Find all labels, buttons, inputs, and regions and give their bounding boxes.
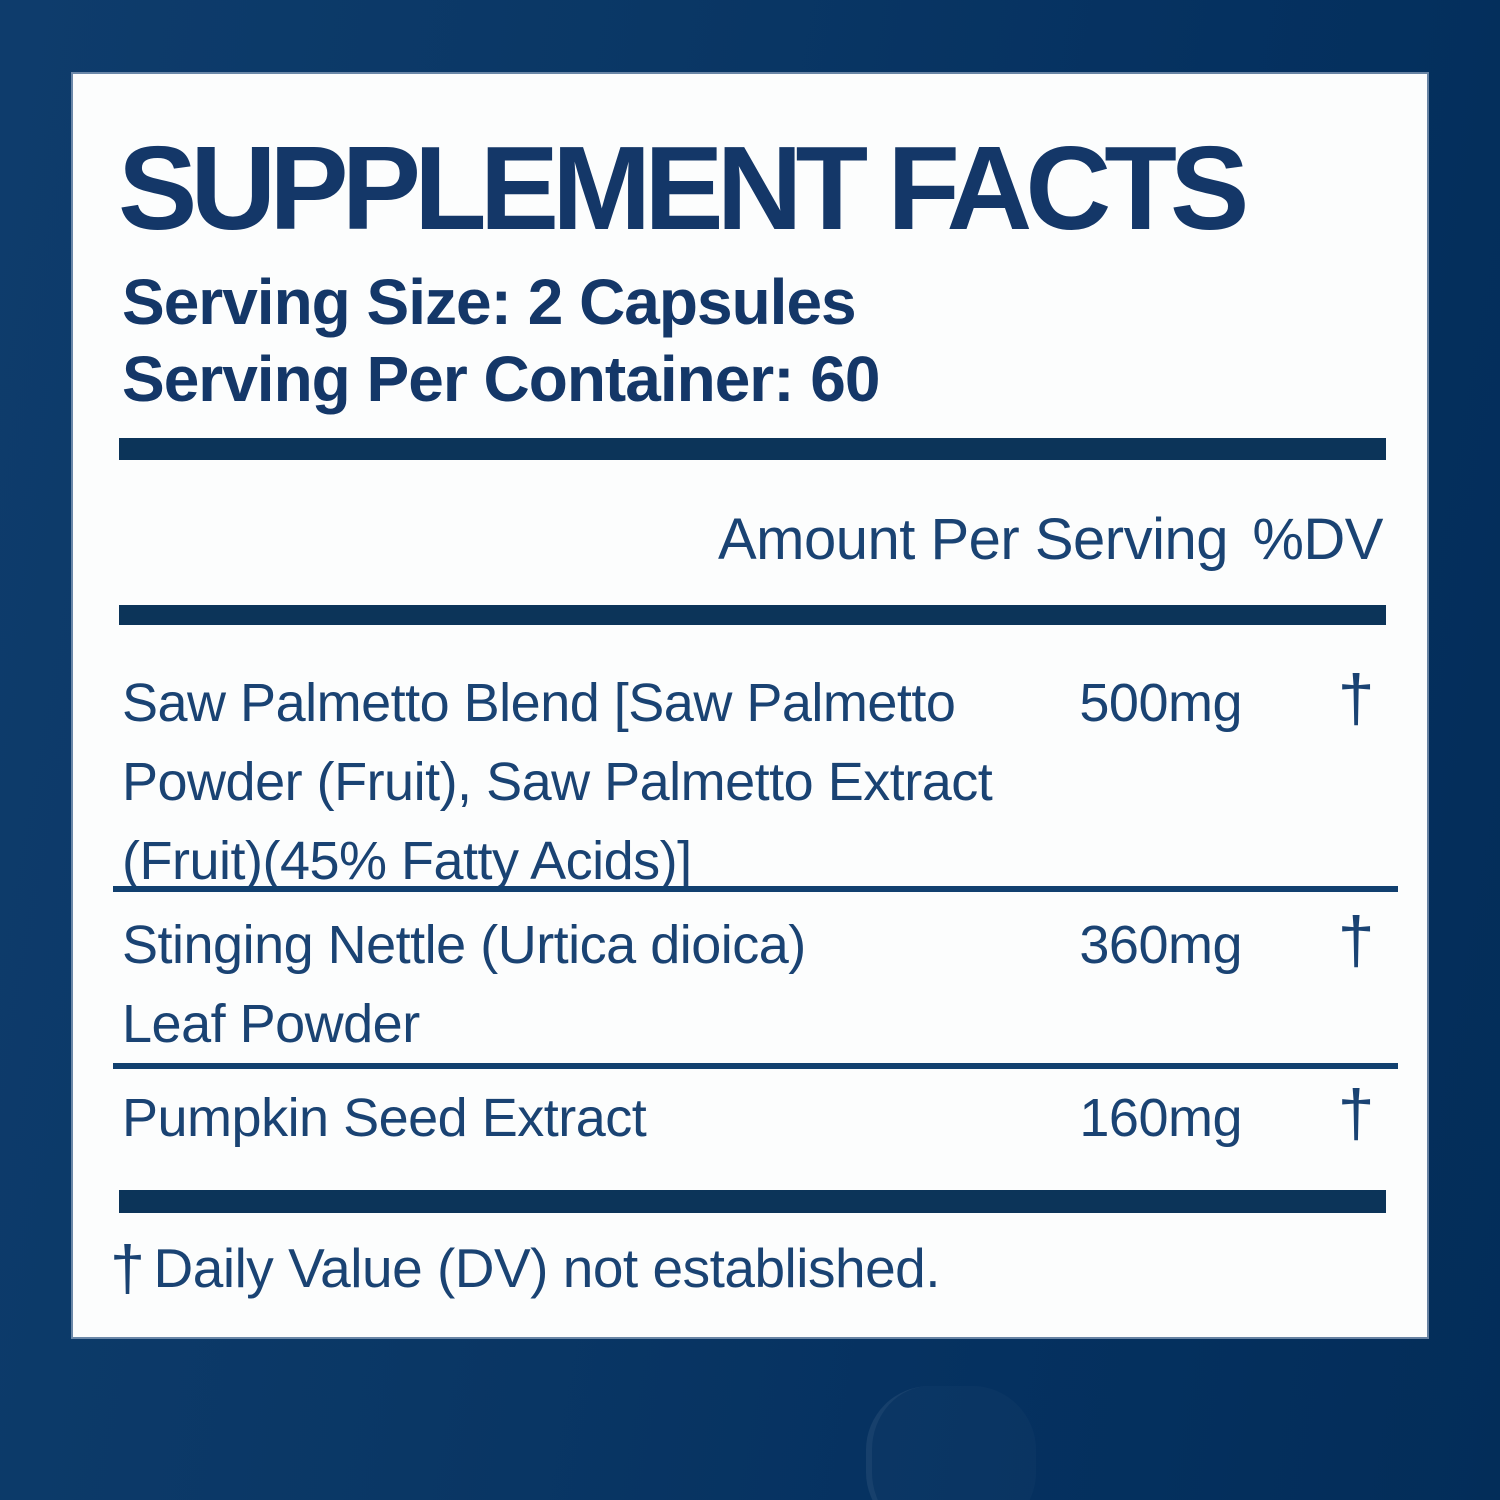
row-divider-1 (113, 886, 1398, 892)
ingredient-amount: 500mg (1079, 673, 1242, 733)
panel-title: SUPPLEMENT FACTS (118, 122, 1249, 255)
separator-bar-bottom (119, 1190, 1386, 1213)
supplement-facts-panel: SUPPLEMENT FACTS Serving Size: 2 Capsule… (71, 72, 1429, 1339)
ingredient-row-pumpkin-seed: Pumpkin Seed Extract 160mg † (122, 1076, 1398, 1161)
dagger-symbol: † (1337, 661, 1375, 735)
dagger-symbol: † (1337, 903, 1375, 977)
footnote-dagger-symbol: † (110, 1234, 145, 1304)
ingredient-name: Saw Palmetto Blend [Saw Palmetto Powder (… (122, 673, 993, 891)
separator-bar-header (119, 605, 1386, 625)
capsule-watermark (866, 1386, 1036, 1500)
row-divider-2 (113, 1063, 1398, 1069)
ingredient-name: Pumpkin Seed Extract (122, 1088, 647, 1148)
ingredient-row-stinging-nettle: Stinging Nettle (Urtica dioica) Leaf Powd… (122, 903, 1398, 1066)
servings-per-container-line: Serving Per Container: 60 (122, 343, 880, 415)
footnote: † Daily Value (DV) not established. (110, 1238, 941, 1301)
percent-dv-header: %DV (1252, 507, 1383, 572)
ingredient-name: Stinging Nettle (Urtica dioica) Leaf Powd… (122, 915, 806, 1054)
table-header-row: Amount Per Serving %DV (119, 511, 1386, 581)
footnote-text: Daily Value (DV) not established. (153, 1237, 941, 1299)
ingredient-row-saw-palmetto: Saw Palmetto Blend [Saw Palmetto Powder (… (122, 661, 1398, 904)
ingredient-amount: 160mg (1079, 1088, 1242, 1148)
dagger-symbol: † (1337, 1076, 1375, 1150)
ingredient-amount: 360mg (1079, 915, 1242, 975)
serving-info: Serving Size: 2 Capsules Serving Per Con… (122, 264, 880, 418)
serving-size-line: Serving Size: 2 Capsules (122, 266, 857, 338)
separator-bar-top (119, 438, 1386, 460)
amount-per-serving-header: Amount Per Serving (717, 507, 1229, 572)
